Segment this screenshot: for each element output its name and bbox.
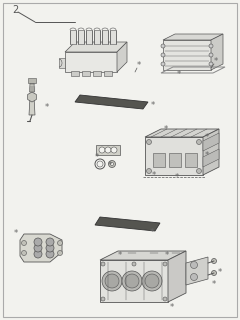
Text: *: * <box>14 229 18 238</box>
Polygon shape <box>59 58 65 68</box>
Polygon shape <box>100 260 168 302</box>
Text: *: * <box>151 101 155 110</box>
Circle shape <box>101 297 105 301</box>
Circle shape <box>34 238 42 246</box>
Polygon shape <box>30 83 35 92</box>
Circle shape <box>191 261 198 268</box>
Circle shape <box>99 147 105 153</box>
Bar <box>104 71 112 76</box>
Polygon shape <box>163 40 211 70</box>
Polygon shape <box>78 30 84 44</box>
Text: *: * <box>214 57 218 66</box>
Bar <box>153 153 165 167</box>
Circle shape <box>34 244 42 252</box>
Circle shape <box>111 147 117 153</box>
Polygon shape <box>211 34 223 70</box>
Polygon shape <box>168 251 186 302</box>
Circle shape <box>58 241 62 245</box>
Text: *: * <box>108 161 112 170</box>
Bar <box>185 153 197 167</box>
Circle shape <box>161 44 165 48</box>
Circle shape <box>197 140 202 145</box>
Circle shape <box>191 274 198 281</box>
Polygon shape <box>100 251 186 260</box>
Bar <box>169 153 181 167</box>
Circle shape <box>97 161 103 167</box>
Circle shape <box>197 169 202 173</box>
Circle shape <box>105 147 111 153</box>
Polygon shape <box>145 129 219 137</box>
Text: *: * <box>205 151 209 160</box>
Circle shape <box>22 241 26 245</box>
Circle shape <box>209 53 213 57</box>
Polygon shape <box>186 257 208 285</box>
Circle shape <box>125 274 139 288</box>
Polygon shape <box>86 30 92 44</box>
Polygon shape <box>65 52 117 72</box>
Text: 2: 2 <box>12 5 18 15</box>
Text: *: * <box>95 153 99 162</box>
Circle shape <box>95 159 105 169</box>
Text: *: * <box>45 103 49 112</box>
Text: *: * <box>152 171 156 180</box>
Circle shape <box>209 44 213 48</box>
Circle shape <box>145 274 159 288</box>
Text: *: * <box>177 70 181 79</box>
Circle shape <box>22 251 26 255</box>
Circle shape <box>46 250 54 258</box>
Circle shape <box>46 244 54 252</box>
Circle shape <box>34 250 42 258</box>
Polygon shape <box>75 95 148 109</box>
Text: *: * <box>205 133 209 142</box>
Polygon shape <box>65 42 127 52</box>
Circle shape <box>211 270 216 276</box>
Circle shape <box>46 238 54 246</box>
Circle shape <box>110 163 114 165</box>
Bar <box>82 71 90 76</box>
Text: *: * <box>218 268 222 277</box>
Polygon shape <box>96 145 120 155</box>
Polygon shape <box>95 217 160 231</box>
Circle shape <box>105 274 119 288</box>
Circle shape <box>146 169 151 173</box>
Circle shape <box>101 262 105 266</box>
Polygon shape <box>163 34 223 40</box>
Text: *: * <box>118 251 122 260</box>
Circle shape <box>132 262 136 266</box>
Circle shape <box>163 297 167 301</box>
Text: *: * <box>212 280 216 289</box>
Polygon shape <box>203 129 219 175</box>
Text: *: * <box>150 228 154 237</box>
Text: *: * <box>175 173 179 182</box>
Text: *: * <box>170 303 174 312</box>
Circle shape <box>122 271 142 291</box>
Circle shape <box>163 262 167 266</box>
Circle shape <box>209 62 213 66</box>
Circle shape <box>142 271 162 291</box>
Polygon shape <box>110 30 116 44</box>
Polygon shape <box>145 137 203 175</box>
Polygon shape <box>20 234 62 262</box>
Polygon shape <box>117 42 127 72</box>
Circle shape <box>211 259 216 263</box>
Circle shape <box>108 161 115 167</box>
Bar <box>28 78 36 83</box>
Text: *: * <box>164 125 168 134</box>
Bar <box>93 71 101 76</box>
Polygon shape <box>29 97 35 115</box>
Circle shape <box>161 53 165 57</box>
Polygon shape <box>28 92 36 102</box>
Circle shape <box>161 62 165 66</box>
Circle shape <box>146 140 151 145</box>
Bar <box>71 71 79 76</box>
Text: *: * <box>165 251 169 260</box>
Polygon shape <box>203 149 219 167</box>
Polygon shape <box>94 30 100 44</box>
Polygon shape <box>70 30 76 44</box>
Text: *: * <box>137 61 141 70</box>
Polygon shape <box>102 30 108 44</box>
Polygon shape <box>203 133 219 151</box>
Circle shape <box>58 251 62 255</box>
Circle shape <box>102 271 122 291</box>
